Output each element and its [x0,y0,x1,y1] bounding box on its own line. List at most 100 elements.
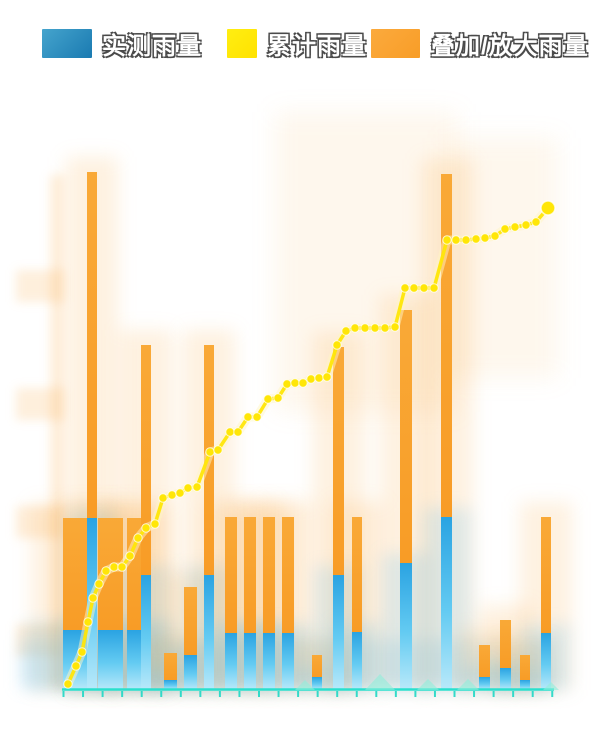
line-point [419,283,429,293]
bar-measured-rainfall[interactable] [441,517,452,690]
bar-overlay-rainfall[interactable] [184,587,197,655]
line-point [183,483,193,493]
bar-overlay-rainfall[interactable] [333,347,344,575]
cumulative-line[interactable] [66,206,550,686]
axis-triangle-marker [543,682,559,690]
line-point [83,617,93,627]
line-point [94,579,104,589]
line-point [360,323,370,333]
line-point [192,482,202,492]
bar-measured-rainfall[interactable] [225,633,237,690]
bar-overlay-rainfall[interactable] [63,518,88,630]
line-point [380,323,390,333]
bar-overlay-rainfall[interactable] [500,620,511,668]
line-point [101,566,111,576]
line-point [306,374,316,384]
line-point [158,493,168,503]
bar-measured-rainfall[interactable] [164,680,177,690]
line-point [370,323,380,333]
bar-overlay-rainfall[interactable] [282,517,294,633]
bar-measured-rainfall[interactable] [479,677,490,690]
line-point [390,322,400,332]
line-point [350,323,360,333]
bar-measured-rainfall[interactable] [500,668,511,690]
line-point [510,222,520,232]
bar-measured-rainfall[interactable] [98,630,123,690]
line-point [531,217,541,227]
line-point [500,224,510,234]
line-point [117,562,127,572]
line-point [273,393,283,403]
bar-overlay-rainfall[interactable] [520,655,530,680]
line-point [400,283,410,293]
legend-item-measured-rainfall[interactable]: 实测雨量 [42,26,202,61]
cumulative-rainfall-swatch-icon [227,29,257,58]
bar-overlay-rainfall[interactable] [225,517,237,633]
bar-overlay-rainfall[interactable] [263,517,275,633]
line-point [490,231,500,241]
line-point [341,326,351,336]
bar-overlay-rainfall[interactable] [141,345,151,575]
line-point [429,283,439,293]
bar-overlay-rainfall[interactable] [400,310,412,563]
bar-measured-rainfall[interactable] [282,633,294,690]
bar-overlay-rainfall[interactable] [541,517,551,633]
line-point [175,488,185,498]
bar-measured-rainfall[interactable] [333,575,344,690]
bar-overlay-rainfall[interactable] [479,645,490,677]
line-point [225,427,235,437]
bar-measured-rainfall[interactable] [244,633,256,690]
bar-overlay-rainfall[interactable] [441,174,452,517]
line-point [521,220,531,230]
legend-item-cumulative-rainfall[interactable]: 累计雨量 [227,26,367,61]
line-point [167,490,177,500]
line-point [71,661,81,671]
line-point [471,234,481,244]
line-point [480,233,490,243]
legend-label: 累计雨量 [267,33,367,60]
bar-measured-rainfall[interactable] [520,680,530,690]
bar-measured-rainfall[interactable] [400,563,412,690]
line-point [88,593,98,603]
line-point [290,378,300,388]
line-point [205,447,215,457]
axis-triangle-marker [365,674,395,690]
bar-measured-rainfall[interactable] [204,575,214,690]
cumulative-line-glow [63,203,553,689]
line-point [243,412,253,422]
line-point [442,235,452,245]
line-point [63,679,73,689]
line-point [233,427,243,437]
bar-measured-rainfall[interactable] [263,633,275,690]
bar-measured-rainfall[interactable] [184,655,197,690]
line-point [213,445,223,455]
line-point [322,372,332,382]
overlay-rainfall-swatch-icon [371,29,420,58]
bar-measured-rainfall[interactable] [312,677,322,690]
line-point [282,379,292,389]
bar-overlay-rainfall[interactable] [87,172,97,518]
bar-overlay-rainfall[interactable] [164,653,177,680]
bar-overlay-rainfall[interactable] [244,517,256,633]
bar-measured-rainfall[interactable] [141,575,151,690]
bar-overlay-rainfall[interactable] [352,517,362,632]
bar-measured-rainfall[interactable] [541,633,551,690]
chart-legend: 实测雨量 累计雨量 叠加/放大雨量 [0,0,615,70]
line-point [133,533,143,543]
line-point [298,378,308,388]
line-point [314,373,324,383]
line-point [77,647,87,657]
line-point [141,523,151,533]
axis-triangle-marker [457,679,479,690]
line-point [252,412,262,422]
bar-overlay-rainfall[interactable] [312,655,322,677]
legend-label: 实测雨量 [102,33,202,60]
line-point [461,235,471,245]
bar-measured-rainfall[interactable] [352,632,362,690]
line-point [451,235,461,245]
legend-label: 叠加/放大雨量 [431,33,589,60]
legend-item-overlay-rainfall[interactable]: 叠加/放大雨量 [371,26,589,61]
line-point [263,394,273,404]
